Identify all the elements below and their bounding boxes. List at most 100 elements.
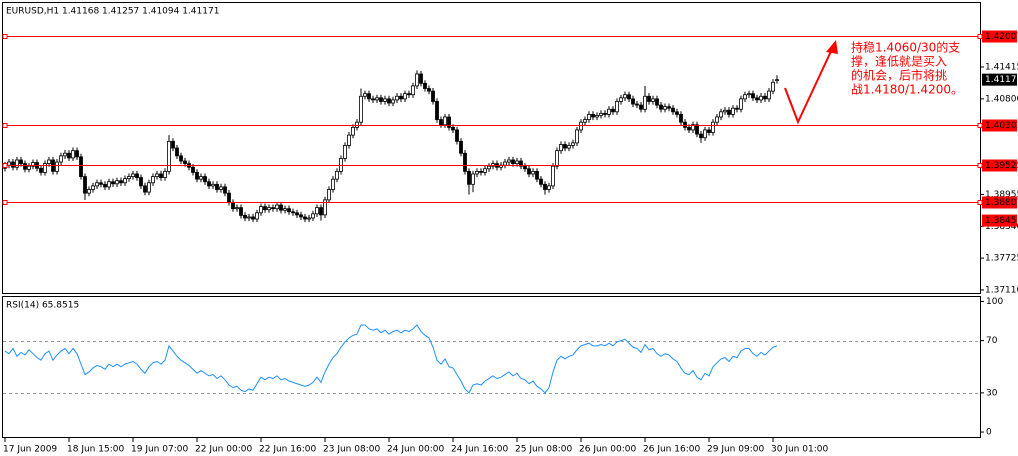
candle-body	[427, 88, 431, 92]
candle-body	[543, 183, 547, 190]
candle-body	[235, 207, 239, 210]
candle-body	[227, 192, 231, 203]
candle-body	[339, 158, 343, 172]
annotation: 撑，逢低就是买入	[851, 54, 947, 69]
candle-body	[635, 103, 639, 106]
candle-body	[667, 106, 671, 109]
candle-body	[11, 161, 15, 168]
y-tick-label: 100	[986, 297, 1003, 307]
candle-body	[131, 173, 135, 177]
candle-body	[191, 166, 195, 173]
candle-body	[395, 95, 399, 101]
candle-body	[535, 170, 539, 180]
candle-body	[135, 173, 139, 178]
candle-body	[639, 104, 643, 110]
candle-body	[171, 140, 175, 149]
candle-body	[419, 73, 423, 84]
y-tick-label: 30	[986, 388, 998, 398]
candle-body	[255, 212, 259, 220]
candle-body	[259, 206, 263, 214]
price-mark-label: 1.3845	[985, 216, 1017, 226]
candle-body	[699, 133, 703, 139]
candle-body	[663, 106, 667, 110]
x-tick-label: 18 Jun 15:00	[67, 445, 124, 455]
chart-title: EURUSD,H1 1.41168 1.41257 1.41094 1.4117…	[6, 7, 219, 17]
candle-body	[219, 186, 223, 190]
candle-body	[703, 129, 707, 139]
candle-body	[323, 199, 327, 216]
candle-body	[515, 160, 519, 165]
candle-body	[363, 93, 367, 97]
arrow	[784, 40, 838, 125]
candle-body	[199, 176, 203, 180]
candle-body	[83, 176, 87, 194]
candle-body	[531, 170, 535, 175]
candle-body	[551, 165, 555, 187]
candle-body	[283, 208, 287, 211]
candle-body	[163, 170, 167, 178]
candle-body	[579, 121, 583, 131]
candle-body	[59, 155, 63, 163]
candle-body	[455, 129, 459, 142]
x-tick-label: 22 Jun 16:00	[259, 445, 316, 455]
candle-body	[487, 165, 491, 170]
candle-body	[511, 159, 515, 165]
candle-body	[719, 111, 723, 118]
candle-body	[567, 145, 571, 149]
candle-body	[759, 95, 763, 101]
candle-body	[435, 101, 439, 120]
x-tick-label: 23 Jun 08:00	[323, 445, 380, 455]
candle-body	[403, 93, 407, 100]
x-tick-label: 25 Jun 08:00	[515, 445, 572, 455]
candle-body	[607, 108, 611, 115]
candle-body	[115, 180, 119, 185]
level-label-box	[982, 159, 1017, 172]
candle-body	[267, 207, 271, 211]
candle-body	[423, 82, 427, 89]
candle-body	[651, 98, 655, 102]
candle-body	[367, 93, 371, 100]
candle-body	[175, 147, 179, 157]
candle-body	[247, 216, 251, 219]
candle-body	[443, 116, 447, 126]
candle-body	[7, 161, 11, 166]
candle-body	[19, 159, 23, 165]
x-tick-label: 24 Jun 16:00	[451, 445, 508, 455]
candle-body	[491, 163, 495, 167]
candle-body	[415, 73, 419, 87]
x-tick-label: 26 Jun 16:00	[643, 445, 700, 455]
candle-body	[655, 98, 659, 106]
candle-body	[207, 181, 211, 187]
candle-body	[167, 140, 171, 172]
candle-body	[611, 108, 615, 113]
level-handle	[2, 163, 8, 168]
candle-body	[475, 170, 479, 175]
candle-body	[751, 93, 755, 99]
candle-body	[143, 185, 147, 193]
candle-body	[691, 124, 695, 131]
arrow-line	[784, 46, 834, 125]
candle-body	[747, 93, 751, 96]
candle-body	[95, 182, 99, 187]
y-tick-label: 1.37110	[985, 285, 1018, 295]
annotation: 战1.4180/1.4200。	[851, 83, 963, 97]
candle-body	[587, 114, 591, 120]
candle-body	[503, 161, 507, 166]
candle-body	[707, 129, 711, 133]
candle-body	[547, 185, 551, 190]
candle-body	[735, 107, 739, 110]
candle-body	[343, 145, 347, 159]
candle-body	[771, 81, 775, 92]
candle-body	[767, 90, 771, 100]
candle-body	[583, 119, 587, 123]
candle-body	[539, 178, 543, 185]
candle-body	[431, 90, 435, 102]
candle-body	[619, 97, 623, 102]
candle-body	[683, 121, 687, 128]
candle-body	[387, 98, 391, 104]
candle-body	[727, 109, 731, 115]
candle-body	[215, 183, 219, 190]
candle-body	[371, 98, 375, 101]
